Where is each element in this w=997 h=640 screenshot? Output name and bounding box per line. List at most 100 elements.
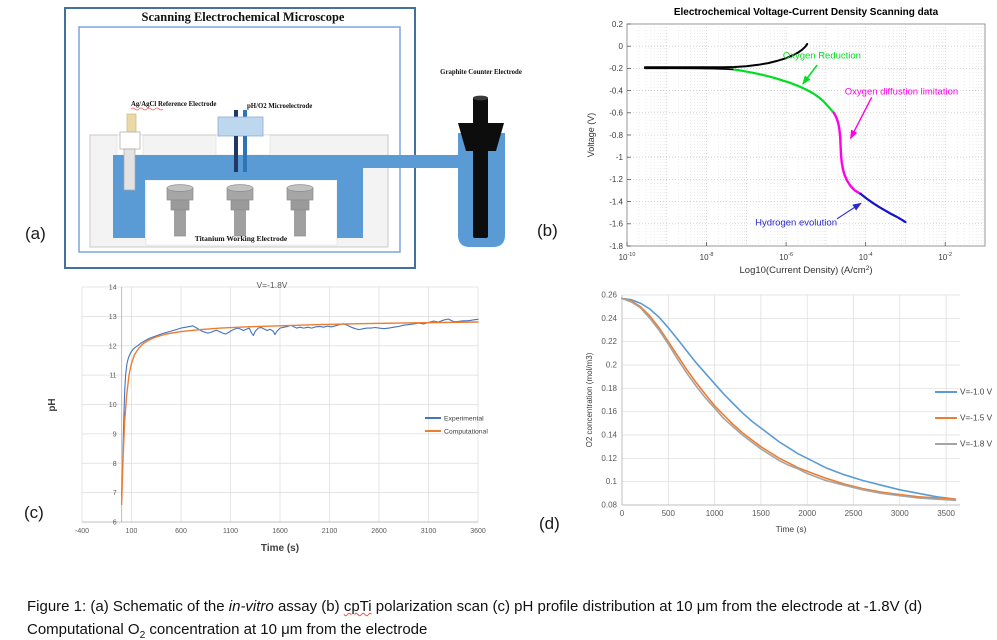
svg-text:Electrochemical Voltage-Curren: Electrochemical Voltage-Current Density … [674,7,939,18]
axis-ticks: 10-10 10-8 10-6 10-4 10-2 0.2 0 -0.2 -0.4 -0.6 -0.… [609,20,952,262]
svg-text:0.2: 0.2 [606,361,618,370]
svg-text:1600: 1600 [272,528,288,535]
graphite-rod [473,97,488,238]
series-v-1.8 [621,297,957,502]
svg-text:3600: 3600 [470,528,486,535]
grid [626,23,986,247]
annotation-arrow [802,64,818,85]
svg-text:0.16: 0.16 [601,407,617,416]
series-computational [120,321,479,506]
svg-text:13: 13 [109,314,117,321]
svg-text:1000: 1000 [706,509,724,518]
axis-labels: 0 500 1000 1500 2000 2500 3000 3500 0.08 0.1 0.12 0… [601,291,955,519]
svg-text:600: 600 [175,528,187,535]
series-oxygen-reduction-green [733,68,835,114]
grid [621,294,960,506]
svg-text:11: 11 [109,373,116,380]
caption-text: assay (b) [273,598,344,615]
panel-label-d: (d) [539,514,560,533]
series-experimental [121,318,479,497]
svg-text:6: 6 [113,520,117,527]
svg-text:-1: -1 [616,153,624,162]
svg-text:-0.4: -0.4 [609,86,623,95]
svg-text:0: 0 [619,42,624,51]
graphite-rod-top [473,95,488,101]
svg-text:10-2: 10-2 [938,252,952,262]
svg-text:-0.6: -0.6 [609,109,623,118]
svg-text:Voltage (V): Voltage (V) [586,113,596,158]
svg-text:10-10: 10-10 [619,252,636,262]
svg-text:500: 500 [662,509,676,518]
reference-electrode-label: Ag/AgCl Reference Electrode [131,101,216,108]
series-v-1.5 [621,297,957,500]
polarization-chart: 10-10 10-8 10-6 10-4 10-2 0.2 0 -0.2 -0.4 -0.6 -0.… [586,7,986,276]
svg-text:0.22: 0.22 [601,337,617,346]
schematic-panel: Scanning Electrochemical Microscope [64,7,522,269]
svg-text:100: 100 [126,528,138,535]
annotation-arrow [836,202,862,220]
panel-label-b: (b) [537,221,558,240]
panel-label-c: (c) [24,503,44,522]
figure-caption: Figure 1: (a) Schematic of the in-vitro … [27,595,983,640]
svg-text:0.14: 0.14 [601,431,617,440]
svg-text:7: 7 [113,490,117,497]
svg-text:O2 concentration (mol/m3): O2 concentration (mol/m3) [585,352,594,447]
axis-labels: -400 100 600 1100 1600 2100 2600 3100 3600 6 7 8 9 10… [75,285,486,536]
panel-label-a: (a) [25,224,46,243]
series-v-1.0 [621,297,957,500]
svg-text:0.26: 0.26 [601,291,617,300]
svg-text:V=-1.5 V: V=-1.5 V [960,414,993,423]
svg-text:3100: 3100 [421,528,437,535]
svg-text:-0.8: -0.8 [609,131,623,140]
ph-chart: -400 100 600 1100 1600 2100 2600 3100 3600 6 7 8 9 10… [47,280,488,554]
microelectrode-label: pH/O2 Microelectrode [247,103,312,110]
svg-text:V=-1.8 V: V=-1.8 V [960,440,993,449]
caption-text: cpTi [343,598,372,615]
o2-chart: 0 500 1000 1500 2000 2500 3000 3500 0.08 0.1 0.12 0… [585,291,993,535]
svg-text:-400: -400 [75,528,89,535]
svg-text:10-8: 10-8 [700,252,714,262]
svg-text:-1.6: -1.6 [609,220,623,229]
svg-text:-1.2: -1.2 [609,175,623,184]
titanium-bolts [166,184,314,237]
svg-text:-1.8: -1.8 [609,242,623,251]
svg-text:V=-1.0 V: V=-1.0 V [960,388,993,397]
bolt-icon [166,184,194,237]
annotations: Oxygen Reduction Oxygen diffustion limita… [755,51,958,229]
svg-text:-1.4: -1.4 [609,197,623,206]
annotation-text: Oxygen diffustion limitation [845,87,958,98]
electrolyte-liquid [113,155,466,238]
bolt-icon [226,184,254,237]
svg-text:-0.2: -0.2 [609,64,623,73]
caption-text: Figure 1: (a) Schematic of the [27,598,229,615]
svg-text:Time (s): Time (s) [261,543,299,554]
graphite-collar [458,123,504,151]
svg-text:Computational: Computational [444,429,488,436]
svg-text:3500: 3500 [937,509,955,518]
working-electrode-label: Titanium Working Electrode [195,234,288,243]
svg-text:1500: 1500 [752,509,770,518]
counter-electrode-label: Graphite Counter Electrode [440,69,522,76]
svg-text:10-6: 10-6 [779,252,793,262]
series [643,43,907,224]
series-return-scan-black [644,67,736,71]
caption-text: 2 [139,630,146,640]
svg-text:10: 10 [109,402,117,409]
series-hydrogen-evolution-blue [859,192,907,224]
svg-text:0.1: 0.1 [606,477,618,486]
svg-text:14: 14 [109,285,117,292]
svg-text:Log10(Current Density) (A/cm2): Log10(Current Density) (A/cm2) [740,265,873,276]
microelectrode [217,110,264,172]
svg-text:3000: 3000 [891,509,909,518]
caption-text: in-vitro [228,598,274,615]
svg-text:9: 9 [113,431,117,438]
series [120,318,479,506]
svg-text:0.12: 0.12 [601,454,617,463]
bolt-icon [286,184,314,237]
caption-text: polarization scan (c) pH profile distrib… [27,598,923,638]
series [621,297,957,502]
grid [81,286,479,523]
annotation-text: Hydrogen evolution [755,218,837,229]
svg-text:12: 12 [109,343,117,350]
